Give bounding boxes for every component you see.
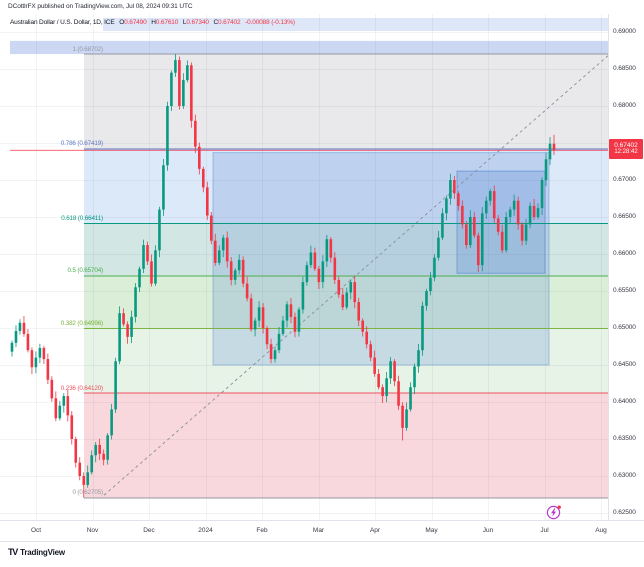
price-axis-label: 0.62500 bbox=[613, 509, 636, 516]
notification-dot-icon bbox=[557, 505, 561, 509]
price-axis-label: 0.66500 bbox=[613, 213, 636, 220]
low-value: 0.67340 bbox=[186, 19, 209, 26]
tradingview-logo-icon: TV bbox=[8, 547, 18, 557]
time-axis-label: 2024 bbox=[198, 527, 213, 534]
tradingview-logo-text: TradingView bbox=[20, 547, 65, 557]
fib-level-label: 0.236 (0.64120) bbox=[60, 384, 103, 392]
high-label: H bbox=[151, 19, 156, 26]
time-axis-label: May bbox=[425, 527, 438, 534]
time-axis-label: Jun bbox=[482, 527, 494, 534]
candlestick-series bbox=[10, 54, 556, 498]
time-axis-label: Mar bbox=[312, 527, 325, 534]
tradingview-logo[interactable]: TV TradingView bbox=[8, 547, 65, 557]
time-axis-label: Feb bbox=[256, 527, 268, 534]
chart-legend[interactable]: Australian Dollar / U.S. Dollar, 1D, ICE… bbox=[10, 19, 295, 31]
footer-divider bbox=[0, 541, 644, 542]
gridlines bbox=[0, 14, 608, 520]
price-axis-label: 0.68500 bbox=[613, 65, 636, 72]
fib-level-label: 0 (0.62705) bbox=[72, 489, 103, 497]
band-0382-0236 bbox=[84, 328, 608, 394]
last-price-value: 0.67402 bbox=[614, 142, 638, 149]
band-0236-0 bbox=[84, 393, 608, 498]
fib-level-label: 0.618 (0.66411) bbox=[61, 215, 103, 223]
fib-level-lines bbox=[84, 53, 608, 499]
fib-zones bbox=[10, 40, 608, 498]
time-axis-label: Jul bbox=[540, 527, 549, 534]
low-label: L bbox=[182, 19, 187, 26]
time-axis-label: Apr bbox=[369, 527, 381, 534]
price-axis-label: 0.63500 bbox=[613, 435, 636, 442]
price-axis-label: 0.67000 bbox=[613, 176, 636, 183]
time-axis-label: Oct bbox=[30, 527, 42, 534]
price-axis-label: 0.63000 bbox=[613, 472, 636, 479]
time-axis-label: Nov bbox=[86, 527, 99, 534]
fib-level-label: 0.786 (0.67419) bbox=[60, 140, 103, 148]
price-axis-label: 0.64500 bbox=[613, 361, 636, 368]
change-value: -0.00088 (-0.13%) bbox=[245, 19, 295, 26]
price-axis-label: 0.65500 bbox=[613, 287, 636, 294]
price-axis-label: 0.69000 bbox=[613, 28, 636, 35]
time-axis-label: Aug bbox=[595, 527, 607, 534]
band-1-0786 bbox=[84, 54, 608, 149]
band-above-1 bbox=[10, 40, 608, 55]
high-value: 0.67610 bbox=[155, 19, 179, 26]
boost-button[interactable] bbox=[545, 503, 563, 521]
open-label: O bbox=[119, 19, 125, 26]
bar-countdown: 12:28:42 bbox=[614, 149, 638, 155]
fib-level-label: 1 (0.68702) bbox=[72, 45, 103, 53]
rect-consolidation-large bbox=[212, 152, 550, 366]
fib-level-label: 0.5 (0.65704) bbox=[67, 267, 103, 275]
band-0786-0618 bbox=[84, 148, 608, 224]
price-axis-label: 0.65000 bbox=[613, 324, 636, 331]
lightning-icon bbox=[551, 508, 557, 517]
price-axis-label: 0.64000 bbox=[613, 398, 636, 405]
close-value: 0.67402 bbox=[218, 19, 241, 26]
band-0618-05 bbox=[84, 223, 608, 276]
open-value: 0.67490 bbox=[124, 19, 147, 26]
close-label: C bbox=[213, 19, 218, 26]
price-axis-label: 0.68000 bbox=[613, 102, 636, 109]
price-axis-label: 0.66000 bbox=[613, 250, 636, 257]
fib-level-label: 0.382 (0.64996) bbox=[60, 319, 103, 327]
legend-highlight bbox=[103, 17, 608, 31]
last-price-badge: 0.67402 12:28:42 bbox=[609, 139, 643, 159]
symbol-title[interactable]: Australian Dollar / U.S. Dollar, 1D, ICE bbox=[10, 19, 115, 26]
time-axis-label: Dec bbox=[143, 527, 155, 534]
publish-attribution: DCottlrFX published on TradingView.com, … bbox=[8, 3, 193, 10]
